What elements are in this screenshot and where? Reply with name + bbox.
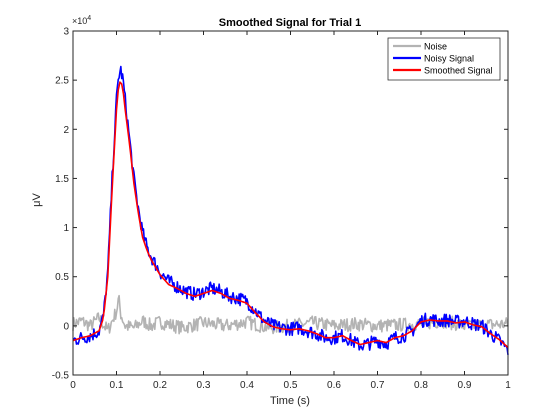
x-tick-label: 0.2 [153,380,167,391]
y-tick-label: 2 [63,125,69,136]
y-exponent-base: ×10 [72,16,87,26]
y-tick-label: 3 [63,27,69,38]
legend-entry-label: Noisy Signal [424,54,474,64]
x-tick-label: 0 [70,380,76,391]
x-tick-label: 1 [505,380,511,391]
x-tick-label: 0.3 [197,380,211,391]
legend-entry-label: Noise [424,42,447,52]
y-tick-label: 1.5 [55,174,69,185]
series-line-1 [72,65,509,355]
x-tick-label: 0.4 [240,380,254,391]
y-exponent-power: 4 [87,15,91,22]
x-tick-label: 0.1 [110,380,124,391]
chart-title: Smoothed Signal for Trial 1 [219,17,361,29]
x-axis-label: Time (s) [270,395,310,407]
x-tick-label: 0.9 [458,380,472,391]
y-tick-label: 0.5 [55,272,69,283]
y-tick-label: 0 [63,321,69,332]
x-tick-label: 0.7 [371,380,385,391]
x-tick-label: 0.8 [414,380,428,391]
x-tick-label: 0.5 [284,380,298,391]
y-tick-label: -0.5 [52,371,70,382]
legend: Noise Noisy Signal Smoothed Signal [387,37,501,81]
y-exponent-label: ×104 [72,15,91,26]
series-line-2 [72,81,509,349]
y-tick-label: 2.5 [55,76,69,87]
y-axis-label: μV [31,193,43,207]
plot-area: 0 0.1 0.2 0.3 0.4 0.5 0.6 0.7 0.8 0.9 1-0.500.511.… [52,27,511,392]
x-tick-label: 0.6 [327,380,341,391]
y-tick-label: 1 [63,223,69,234]
legend-entry-label: Smoothed Signal [424,66,493,76]
